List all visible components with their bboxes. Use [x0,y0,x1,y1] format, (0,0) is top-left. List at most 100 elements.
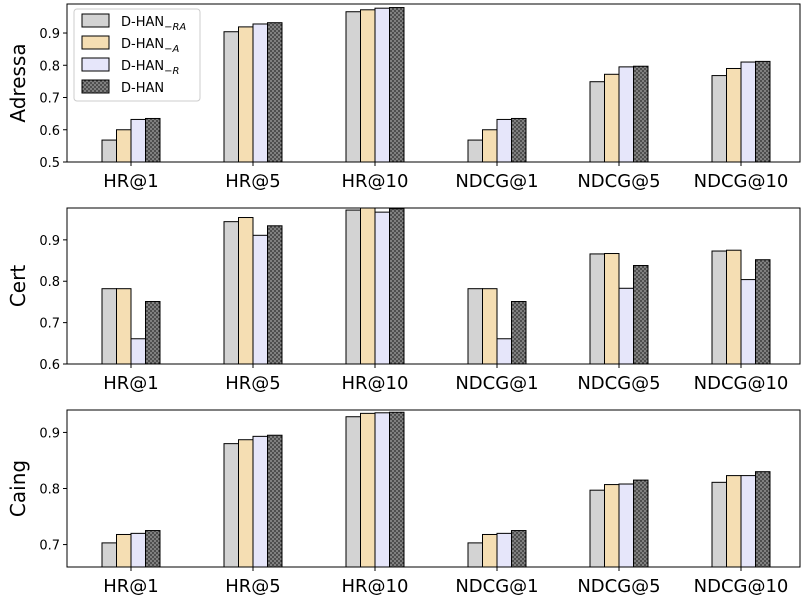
bar-cert-ndcg-at-10-s3 [755,259,771,365]
axes-frame [66,3,801,163]
bar-adressa-hr-at-5-s0 [223,31,239,163]
bar-adressa-ndcg-at-10-s1 [726,67,742,163]
bar-adressa-hr-at-1-s3 [145,117,161,163]
bar-caing-hr-at-10-s1 [360,412,376,568]
bar-adressa-ndcg-at-5-s3 [633,65,649,163]
bar-cert-ndcg-at-1-s0 [467,288,483,365]
x-tick-label: HR@1 [103,171,159,192]
bar-cert-hr-at-1-s0 [101,288,117,365]
bar-adressa-ndcg-at-10-s3 [755,60,771,163]
bar-caing-ndcg-at-5-s2 [618,483,634,568]
y-tick-label: 0.8 [39,483,60,498]
bar-cert-hr-at-5-s1 [238,217,254,365]
bar-cert-hr-at-1-s2 [130,338,146,365]
axes-frame [66,409,801,568]
bar-caing-ndcg-at-10-s2 [740,475,756,568]
bar-caing-hr-at-1-s3 [145,530,161,568]
bar-cert-hr-at-1-s1 [116,288,132,365]
legend-swatch [81,57,110,72]
bar-adressa-hr-at-5-s3 [267,22,283,163]
bar-caing-ndcg-at-10-s0 [711,481,727,568]
bar-cert-ndcg-at-5-s2 [618,287,634,365]
bar-adressa-hr-at-5-s2 [252,23,268,163]
bar-caing-ndcg-at-1-s0 [467,542,483,568]
y-tick-label: 0.9 [39,234,60,249]
bar-adressa-ndcg-at-1-s2 [496,118,512,163]
bar-adressa-hr-at-10-s1 [360,9,376,163]
bar-caing-hr-at-5-s1 [238,439,254,568]
bar-cert-hr-at-10-s3 [389,208,405,365]
bar-caing-hr-at-1-s0 [101,542,117,568]
bar-caing-hr-at-1-s2 [130,532,146,568]
bar-adressa-hr-at-1-s1 [116,129,132,163]
x-tick-label: HR@5 [225,171,281,192]
bar-caing-hr-at-10-s0 [345,416,361,568]
y-tick-label: 0.8 [39,59,60,74]
bar-cert-hr-at-10-s1 [360,207,376,365]
x-tick-label: NDCG@1 [455,373,538,394]
legend-swatch [81,13,110,28]
x-tick-label: NDCG@5 [577,576,660,597]
bar-cert-hr-at-5-s3 [267,225,283,365]
x-tick-label: NDCG@5 [577,171,660,192]
bar-caing-ndcg-at-10-s1 [726,475,742,568]
bar-caing-hr-at-5-s2 [252,435,268,568]
y-axis-label: Cert [6,265,30,307]
y-tick-label: 0.7 [39,539,60,554]
bar-cert-hr-at-5-s2 [252,234,268,365]
x-tick-label: NDCG@10 [694,171,789,192]
bar-caing-ndcg-at-1-s1 [482,533,498,568]
bar-cert-hr-at-1-s3 [145,301,161,365]
bar-adressa-ndcg-at-10-s0 [711,75,727,163]
bar-caing-ndcg-at-5-s1 [604,484,620,568]
bar-adressa-ndcg-at-10-s2 [740,61,756,163]
bar-adressa-ndcg-at-1-s1 [482,129,498,163]
bar-caing-hr-at-5-s3 [267,434,283,568]
bar-adressa-ndcg-at-1-s0 [467,139,483,163]
panel-caing: 0.7 0.8 0.9 HR@1 HR@5 HR@10 NDCG@1 NDCG@5 NDCG@1… [6,409,801,597]
y-axis-label: Caing [6,460,30,517]
legend-swatch [81,35,110,50]
bar-caing-ndcg-at-10-s3 [755,471,771,568]
bar-adressa-ndcg-at-1-s3 [511,117,527,163]
x-tick-label: HR@1 [103,373,159,394]
x-tick-label: NDCG@10 [694,576,789,597]
bar-caing-hr-at-1-s1 [116,533,132,568]
y-tick-label: 0.9 [39,426,60,441]
y-tick-label: 0.8 [39,275,60,290]
y-tick-label: 0.6 [39,124,60,139]
bar-caing-ndcg-at-5-s0 [589,489,605,568]
bar-cert-ndcg-at-5-s0 [589,253,605,365]
bar-adressa-ndcg-at-5-s2 [618,66,634,163]
x-tick-label: HR@10 [342,576,409,597]
bar-adressa-hr-at-10-s0 [345,11,361,163]
bar-cert-ndcg-at-1-s2 [496,338,512,365]
legend: D-HAN−RAD-HAN−AD-HAN−RD-HAN [73,8,201,102]
panel-adressa: 0.5 0.6 0.7 0.8 0.9 HR@1 HR@5 HR@10 NDCG@1 NDCG@5… [6,3,801,192]
y-axis-label: Adressa [6,43,30,122]
bar-cert-ndcg-at-1-s1 [482,288,498,365]
bar-adressa-hr-at-1-s2 [130,118,146,163]
y-tick-label: 0.9 [39,27,60,42]
x-tick-label: NDCG@5 [577,373,660,394]
x-tick-label: HR@10 [342,373,409,394]
y-tick-label: 0.7 [39,317,60,332]
bar-cert-ndcg-at-1-s3 [511,301,527,365]
legend-swatch [81,79,110,94]
bar-caing-hr-at-5-s0 [223,443,239,568]
bar-caing-ndcg-at-1-s3 [511,530,527,568]
bar-adressa-hr-at-10-s2 [374,7,390,163]
x-tick-label: NDCG@10 [694,373,789,394]
y-tick-label: 0.7 [39,92,60,107]
legend-box [73,8,201,102]
bar-adressa-ndcg-at-5-s1 [604,73,620,163]
bar-cert-ndcg-at-10-s2 [740,279,756,365]
y-tick-label: 0.5 [39,156,60,171]
bar-cert-ndcg-at-10-s1 [726,249,742,365]
bar-cert-ndcg-at-5-s1 [604,253,620,365]
x-tick-label: HR@10 [342,171,409,192]
x-tick-label: HR@5 [225,373,281,394]
legend-entry-label: D-HAN [121,81,164,96]
bar-caing-hr-at-10-s3 [389,411,405,568]
